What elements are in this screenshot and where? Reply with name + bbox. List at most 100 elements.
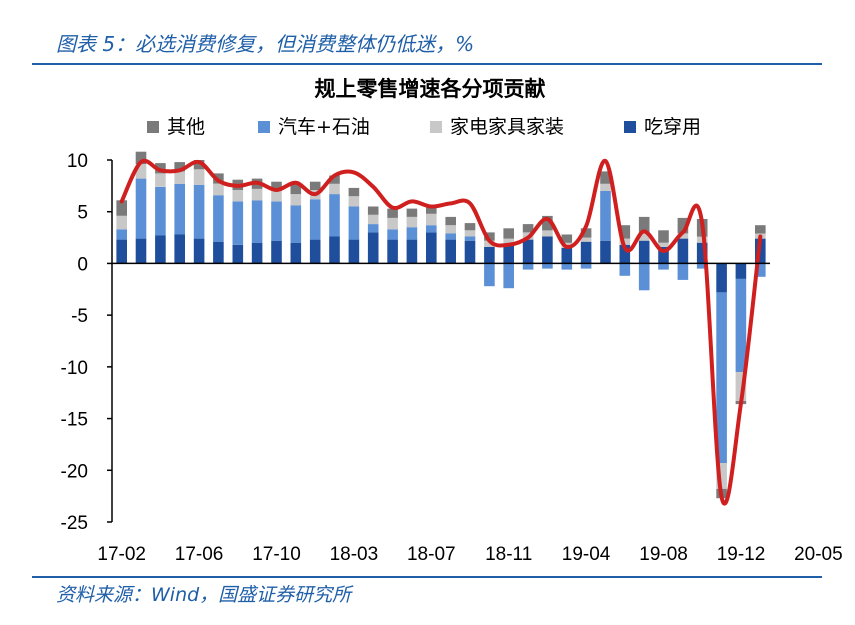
bar-other bbox=[484, 232, 495, 241]
total-line bbox=[119, 158, 763, 506]
bar-food-clothing bbox=[426, 232, 437, 264]
bar-auto-oil bbox=[445, 233, 456, 240]
bar-food-clothing bbox=[445, 239, 456, 264]
bar-other bbox=[348, 187, 360, 197]
bar-home bbox=[445, 225, 456, 234]
bar-other bbox=[290, 183, 302, 195]
bar-home bbox=[135, 164, 147, 179]
bar-food-clothing bbox=[522, 239, 534, 264]
bar-other bbox=[387, 208, 398, 218]
bar-auto-oil bbox=[600, 191, 611, 241]
legend-label: 家电家具家装 bbox=[450, 116, 564, 138]
bar-food-clothing bbox=[619, 244, 631, 264]
bar-auto-oil bbox=[484, 263, 495, 287]
bar-home bbox=[271, 191, 282, 202]
y-tick-label: -20 bbox=[61, 461, 88, 482]
bar-auto-oil bbox=[716, 292, 727, 464]
source-rule bbox=[32, 576, 822, 578]
bar-auto-oil bbox=[155, 186, 166, 236]
legend-label: 汽车+石油 bbox=[278, 116, 370, 138]
bar-other bbox=[426, 204, 437, 214]
bar-home bbox=[290, 194, 302, 206]
x-tick-label: 17-10 bbox=[252, 544, 301, 565]
bar-home bbox=[367, 214, 379, 225]
bar-home bbox=[348, 196, 360, 207]
bar-food-clothing bbox=[213, 241, 224, 264]
bar-other bbox=[503, 228, 514, 239]
x-tick-label: 18-11 bbox=[485, 544, 532, 565]
bar-auto-oil bbox=[174, 183, 185, 235]
bar-food-clothing bbox=[561, 247, 573, 264]
bar-auto-oil bbox=[522, 263, 534, 270]
y-tick-label: 0 bbox=[77, 254, 88, 275]
bar-home bbox=[426, 213, 437, 226]
bar-auto-oil bbox=[658, 263, 669, 270]
bar-food-clothing bbox=[716, 263, 727, 293]
bar-auto-oil bbox=[580, 263, 592, 269]
bar-auto-oil bbox=[348, 206, 360, 240]
bar-home bbox=[638, 233, 650, 241]
bar-food-clothing bbox=[251, 242, 263, 264]
bar-food-clothing bbox=[309, 239, 321, 264]
y-tick-label: 5 bbox=[77, 203, 88, 224]
bar-auto-oil bbox=[638, 263, 650, 291]
bar-other bbox=[464, 223, 476, 231]
bar-auto-oil bbox=[367, 224, 379, 233]
bar-other bbox=[271, 181, 282, 191]
bar-food-clothing bbox=[155, 235, 166, 264]
bar-food-clothing bbox=[116, 239, 127, 264]
bar-other bbox=[174, 162, 185, 172]
bar-auto-oil bbox=[251, 200, 263, 243]
bar-auto-oil bbox=[464, 236, 476, 241]
bar-food-clothing bbox=[735, 263, 747, 279]
source-note: 资料来源：Wind，国盛证券研究所 bbox=[56, 584, 352, 606]
bar-other bbox=[619, 225, 631, 239]
x-tick-label: 17-06 bbox=[175, 544, 224, 565]
legend-swatch bbox=[147, 121, 159, 133]
bar-home bbox=[329, 183, 340, 195]
bar-home bbox=[658, 242, 669, 247]
bar-other bbox=[677, 217, 689, 234]
bar-food-clothing bbox=[348, 239, 360, 264]
bar-food-clothing bbox=[367, 232, 379, 264]
bar-auto-oil bbox=[426, 225, 437, 233]
bar-other bbox=[329, 175, 340, 184]
bar-other bbox=[658, 230, 669, 243]
y-tick-label: -15 bbox=[61, 410, 88, 431]
bar-other bbox=[367, 206, 379, 215]
x-tick-label: 18-07 bbox=[407, 544, 456, 565]
bar-home bbox=[484, 240, 495, 247]
bar-food-clothing bbox=[484, 246, 495, 264]
bar-home bbox=[503, 238, 514, 244]
bar-food-clothing bbox=[174, 234, 185, 264]
bar-other bbox=[580, 228, 592, 238]
bar-food-clothing bbox=[464, 240, 476, 264]
bar-home bbox=[232, 190, 244, 202]
bar-auto-oil bbox=[193, 184, 205, 239]
bar-other bbox=[638, 216, 650, 234]
bar-auto-oil bbox=[696, 263, 708, 269]
bar-auto-oil bbox=[290, 205, 302, 243]
bar-food-clothing bbox=[271, 240, 282, 264]
legend: 其他 汽车+石油 家电家具家装 吃穿用 bbox=[147, 116, 701, 138]
bar-home bbox=[213, 183, 224, 196]
legend-swatch bbox=[430, 121, 442, 133]
bar-home bbox=[677, 233, 689, 239]
bar-home bbox=[251, 189, 263, 201]
bar-food-clothing bbox=[658, 246, 669, 264]
bar-auto-oil bbox=[309, 199, 321, 240]
bar-auto-oil bbox=[561, 263, 573, 270]
bar-home bbox=[174, 171, 185, 184]
bar-food-clothing bbox=[290, 242, 302, 264]
bar-auto-oil bbox=[116, 229, 127, 240]
axes: 10 5 0 -5 -10 -15 -20 -25 17-02 17-06 17-10 18-03 18… bbox=[61, 151, 843, 565]
x-tick-label: 19-04 bbox=[562, 544, 611, 565]
bar-auto-oil bbox=[755, 263, 766, 277]
y-tick-label: 10 bbox=[67, 151, 88, 172]
bar-other bbox=[522, 224, 534, 233]
bar-other bbox=[116, 200, 127, 216]
bar-food-clothing bbox=[677, 238, 689, 264]
legend-swatch bbox=[624, 121, 636, 133]
bar-auto-oil bbox=[542, 263, 553, 269]
